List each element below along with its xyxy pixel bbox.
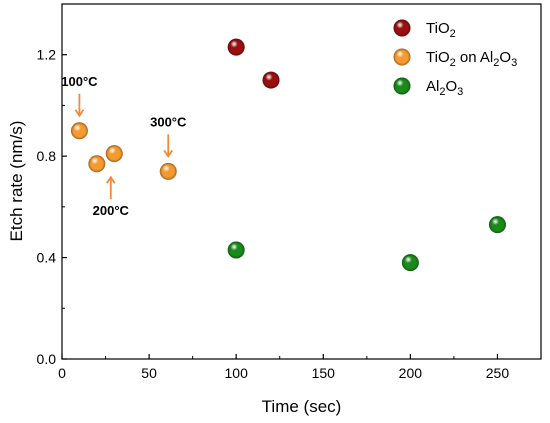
- plot-area: [61, 3, 542, 360]
- annotations: 100°C 200°C 300°C: [61, 74, 187, 218]
- x-tick-label: 250: [486, 365, 510, 381]
- legend: TiO2 TiO2 on Al2O3 Al2O3: [393, 19, 517, 98]
- data-point: [227, 241, 245, 259]
- data-point: [401, 254, 419, 272]
- annotation-label: 300°C: [150, 114, 187, 129]
- legend-label: TiO2: [426, 20, 456, 40]
- annotation-label: 100°C: [61, 74, 98, 89]
- legend-item: TiO2: [393, 19, 456, 40]
- legend-label: Al2O3: [426, 78, 463, 98]
- y-tick-label: 0.4: [37, 250, 57, 266]
- x-axis-label: Time (sec): [262, 397, 342, 416]
- axis-ticks: 0 50 100 150 200 250 0.0 0.4 0.8 1.2: [37, 47, 510, 381]
- data-point: [70, 122, 88, 140]
- annotation: 100°C: [61, 74, 98, 118]
- legend-label: TiO2 on Al2O3: [426, 49, 517, 69]
- annotation: 200°C: [93, 175, 130, 218]
- data-point: [159, 162, 177, 180]
- annotation-arrowhead: [163, 149, 173, 158]
- legend-item: TiO2 on Al2O3: [393, 48, 517, 69]
- data-point: [227, 38, 245, 56]
- data-point: [105, 145, 123, 163]
- data-point: [262, 71, 280, 89]
- annotation-arrowhead: [74, 109, 85, 118]
- x-tick-label: 0: [58, 365, 66, 381]
- y-tick-label: 1.2: [37, 47, 57, 63]
- x-tick-label: 50: [141, 365, 157, 381]
- x-tick-label: 100: [225, 365, 249, 381]
- x-tick-label: 150: [312, 365, 336, 381]
- data-point: [88, 155, 106, 173]
- annotation: 300°C: [150, 114, 187, 158]
- y-axis-label: Etch rate (nm/s): [7, 121, 26, 242]
- annotation-label: 200°C: [93, 203, 130, 218]
- y-tick-label: 0.8: [37, 148, 57, 164]
- annotation-arrowhead: [106, 175, 116, 184]
- data-point: [488, 216, 506, 234]
- data-points: [70, 38, 506, 272]
- legend-item: Al2O3: [393, 77, 463, 98]
- x-tick-label: 200: [399, 365, 423, 381]
- y-tick-label: 0.0: [37, 351, 57, 367]
